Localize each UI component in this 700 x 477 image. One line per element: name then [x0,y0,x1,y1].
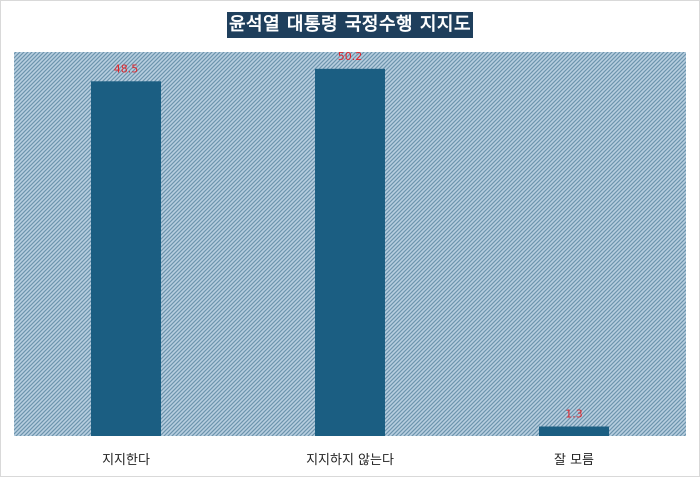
value-labels-layer: 48.5 50.2 1.3 [114,50,583,421]
category-label-2: 지지하지 않는다 [306,453,394,468]
bar-3 [539,426,609,436]
bar-value-label-2: 50.2 [338,50,363,63]
category-label-1: 지지한다 [102,453,150,468]
category-label-3: 잘 모름 [554,453,594,468]
bar-value-label-1: 48.5 [114,62,139,75]
category-labels-layer: 지지한다 지지하지 않는다 잘 모름 [102,453,594,468]
bar-value-label-3: 1.3 [565,408,583,421]
bar-2 [315,68,385,437]
bars-layer [91,68,609,437]
chart-title: 윤석열 대통령 국정수행 지지도 [227,12,473,38]
bar-1 [91,81,161,437]
